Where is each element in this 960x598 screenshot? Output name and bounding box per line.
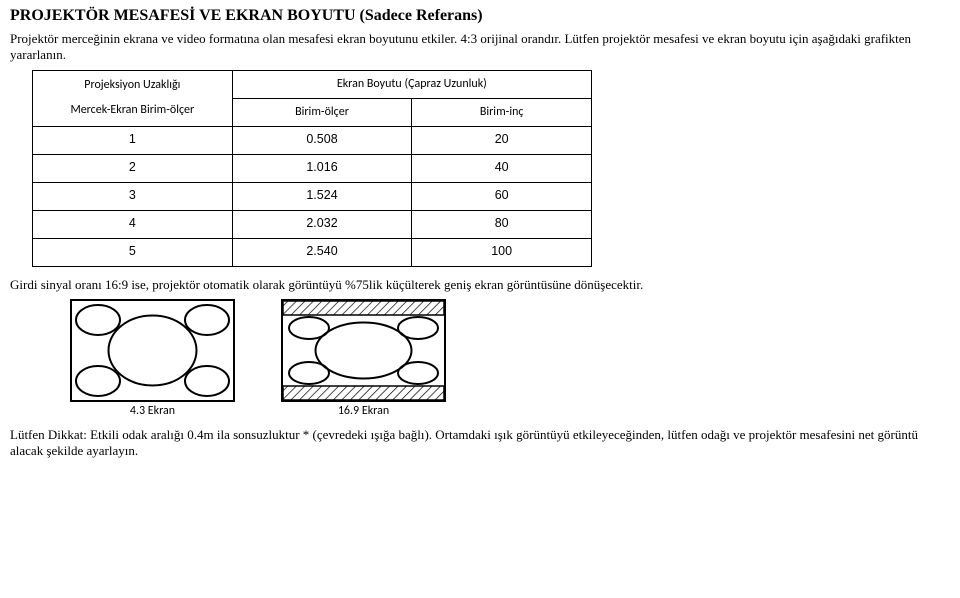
cell: 2.032 — [232, 210, 412, 238]
cell: 1 — [33, 126, 233, 154]
table-row: 2 1.016 40 — [33, 154, 592, 182]
diagram-4-3 — [70, 299, 235, 402]
cell: 3 — [33, 182, 233, 210]
diagram-16-9 — [281, 299, 446, 402]
cell: 1.016 — [232, 154, 412, 182]
th-unit-inch: Birim-inç — [412, 98, 592, 126]
table-row: 4 2.032 80 — [33, 210, 592, 238]
cell: 0.508 — [232, 126, 412, 154]
intro-paragraph: Projektör merceğinin ekrana ve video for… — [10, 31, 950, 64]
cell: 2 — [33, 154, 233, 182]
th-projection-distance: Projeksiyon Uzaklığı — [33, 70, 233, 98]
table-row: 5 2.540 100 — [33, 238, 592, 266]
table-row: 1 0.508 20 — [33, 126, 592, 154]
cell: 5 — [33, 238, 233, 266]
th-lens-screen: Mercek-Ekran Birim-ölçer — [33, 98, 233, 126]
distance-table-wrap: Projeksiyon Uzaklığı Ekran Boyutu (Çapra… — [32, 70, 950, 267]
cell: 20 — [412, 126, 592, 154]
cell: 1.524 — [232, 182, 412, 210]
cell: 4 — [33, 210, 233, 238]
caption-4-3: 4.3 Ekran — [70, 404, 235, 419]
cell: 100 — [412, 238, 592, 266]
caption-16-9: 16.9 Ekran — [281, 404, 446, 419]
cell: 40 — [412, 154, 592, 182]
cell: 60 — [412, 182, 592, 210]
th-screen-size: Ekran Boyutu (Çapraz Uzunluk) — [232, 70, 591, 98]
ratio-note: Girdi sinyal oranı 16:9 ise, projektör o… — [10, 277, 950, 293]
table-body: 1 0.508 20 2 1.016 40 3 1.524 60 4 2.032… — [33, 126, 592, 266]
cell: 2.540 — [232, 238, 412, 266]
page-title: PROJEKTÖR MESAFESİ VE EKRAN BOYUTU (Sade… — [10, 6, 950, 26]
bottom-note: Lütfen Dikkat: Etkili odak aralığı 0.4m … — [10, 427, 950, 460]
cell: 80 — [412, 210, 592, 238]
th-unit-meter: Birim-ölçer — [232, 98, 412, 126]
diagram-captions: 4.3 Ekran 16.9 Ekran — [70, 404, 950, 419]
distance-table: Projeksiyon Uzaklığı Ekran Boyutu (Çapra… — [32, 70, 592, 267]
diagram-row — [70, 299, 950, 402]
table-row: 3 1.524 60 — [33, 182, 592, 210]
